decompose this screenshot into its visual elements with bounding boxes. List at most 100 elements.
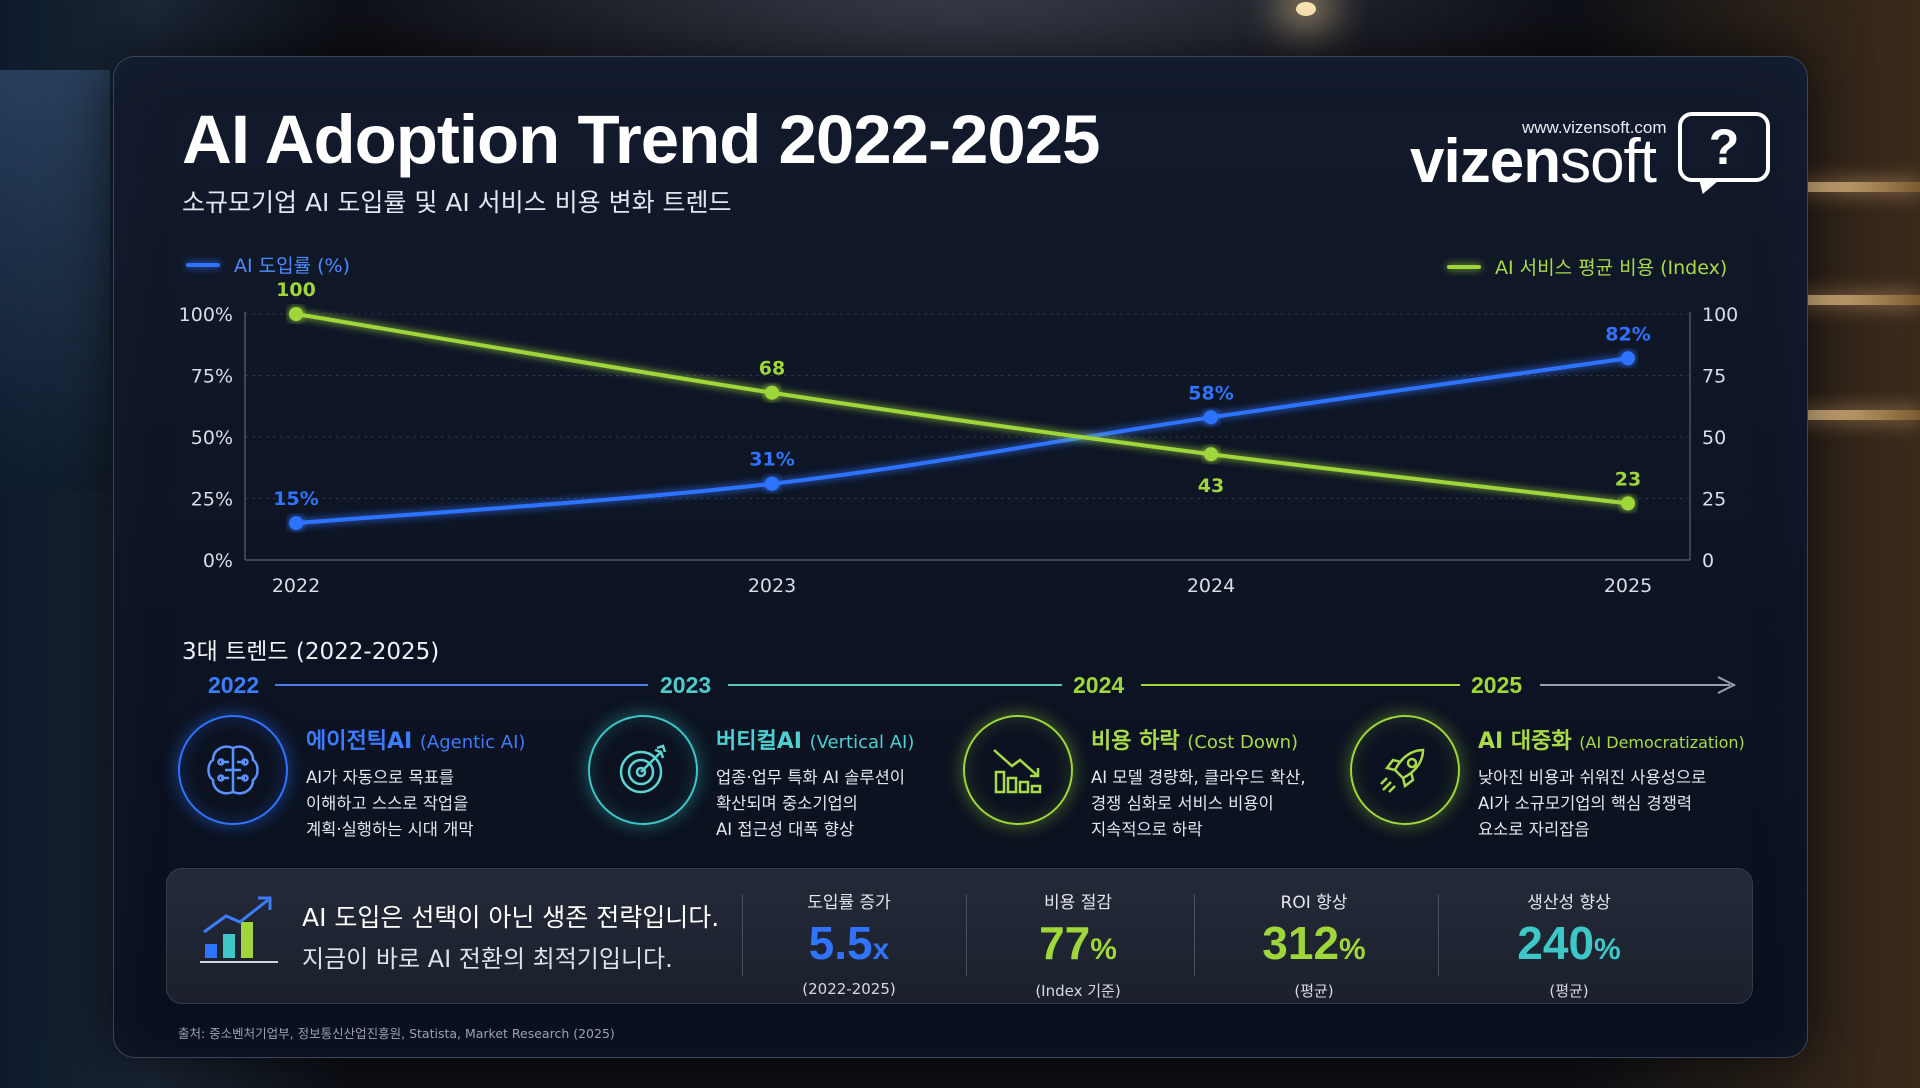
adoption-point <box>1621 351 1635 366</box>
stat-productivity-unit: % <box>1594 933 1621 966</box>
legend-adoption-label: AI 도입률 (%) <box>234 255 350 277</box>
stat-productivity: 생산성 향상 240% (평균) <box>1469 888 1669 1001</box>
stat-adoption-value: 5.5x <box>749 919 949 974</box>
timeline-year-2024: 2024 <box>1073 672 1125 698</box>
legend-adoption-swatch <box>186 262 220 267</box>
timeline-year-2022: 2022 <box>208 672 260 698</box>
stat-roi-number: 312 <box>1262 917 1340 969</box>
stat-cost-label: 비용 절감 <box>1044 893 1112 913</box>
summary-headline: AI 도입은 선택이 아닌 생존 전략입니다. <box>302 903 720 932</box>
x-tick-label: 2023 <box>748 575 796 597</box>
cost-point <box>1621 496 1635 511</box>
trend-vertical-title-ko: 버티컬AI <box>716 729 802 754</box>
stat-cost-note: (Index 기준) <box>1035 982 1121 1000</box>
left-tick-label: 75% <box>191 366 233 388</box>
stat-productivity-number: 240 <box>1517 917 1595 969</box>
trend-vertical-body: 버티컬AI (Vertical AI) 업종·업무 특화 AI 솔루션이 확산되… <box>716 723 914 843</box>
timeline-year-2023: 2023 <box>660 672 712 698</box>
trend-democratization-title-ko: AI 대중화 <box>1478 729 1572 754</box>
trend-agentic-body: 에이전틱AI (Agentic AI) AI가 자동으로 목표를 이해하고 스스… <box>306 723 525 843</box>
stat-cost-unit: % <box>1090 933 1117 966</box>
trend-agentic-desc: AI가 자동으로 목표를 이해하고 스스로 작업을 계획·실행하는 시대 개막 <box>306 768 474 839</box>
source-note: 출처: 중소벤처기업부, 정보통신산업진흥원, Statista, Market… <box>178 1026 615 1041</box>
series-adoption-line <box>295 356 1629 526</box>
trend-democratization-body: AI 대중화 (AI Democratization) 낮아진 비용과 쉬워진 … <box>1478 723 1745 843</box>
stat-roi-unit: % <box>1339 933 1366 966</box>
right-tick-label: 25 <box>1702 489 1726 511</box>
trend-democratization-desc: 낮아진 비용과 쉬워진 사용성으로 AI가 소규모기업의 핵심 경쟁력 요소로 … <box>1478 768 1707 839</box>
trend-cost-desc: AI 모델 경량화, 클라우드 확산, 경쟁 심화로 서비스 비용이 지속적으로… <box>1091 768 1306 839</box>
trend-vertical-desc: 업종·업무 특화 AI 솔루션이 확산되며 중소기업의 AI 접근성 대폭 향상 <box>716 768 905 839</box>
adoption-point <box>289 516 303 531</box>
legend-cost-label: AI 서비스 평균 비용 (Index) <box>1495 257 1728 279</box>
summary-box <box>166 868 1753 1004</box>
cost-data-label: 23 <box>1615 468 1641 490</box>
right-tick-label: 75 <box>1702 366 1726 388</box>
shelf-light-2 <box>1780 295 1920 305</box>
x-tick-label: 2025 <box>1604 575 1652 597</box>
trend-agentic-title: 에이전틱AI (Agentic AI) <box>306 723 525 755</box>
window-light-left <box>0 70 110 490</box>
trend-item-democratization: AI 대중화 (AI Democratization) 낮아진 비용과 쉬워진 … <box>1350 715 1745 843</box>
trend-agentic-title-ko: 에이전틱AI <box>306 729 413 754</box>
brand-name-bold: vizen <box>1410 127 1561 196</box>
summary-divider-3 <box>1194 894 1195 976</box>
trend-cost-title: 비용 하락 (Cost Down) <box>1091 723 1306 755</box>
stat-productivity-label: 생산성 향상 <box>1527 893 1611 913</box>
cost-data-label: 100 <box>276 279 316 301</box>
trend-item-agentic: 에이전틱AI (Agentic AI) AI가 자동으로 목표를 이해하고 스스… <box>178 715 525 843</box>
left-tick-label: 25% <box>191 489 233 511</box>
stat-productivity-note: (평균) <box>1549 982 1589 1000</box>
adoption-data-label: 15% <box>273 488 318 510</box>
trend-cost-title-en: (Cost Down) <box>1187 732 1299 753</box>
trend-cost-title-ko: 비용 하락 <box>1091 729 1180 754</box>
summary-divider-1 <box>742 894 743 976</box>
left-tick-label: 0% <box>203 550 233 572</box>
target-icon <box>588 715 698 825</box>
stat-adoption-note: (2022-2025) <box>802 980 896 998</box>
page-title: AI Adoption Trend 2022-2025 <box>182 101 1101 178</box>
brand-logo: vizensoft <box>1410 126 1657 197</box>
cost-data-label: 43 <box>1198 475 1224 497</box>
trends-section-title: 3대 트렌드 (2022-2025) <box>182 639 440 665</box>
cost-point <box>289 307 303 321</box>
shelf-light-3 <box>1780 410 1920 420</box>
cost-data-label: 68 <box>759 358 785 380</box>
brand-url[interactable]: www.vizensoft.com <box>1522 118 1667 137</box>
question-bubble-icon: ? <box>1678 112 1770 182</box>
summary-subline: 지금이 바로 AI 전환의 최적기입니다. <box>302 945 673 973</box>
trend-cost-body: 비용 하락 (Cost Down) AI 모델 경량화, 클라우드 확산, 경쟁… <box>1091 723 1306 843</box>
legend-cost: AI 서비스 평균 비용 (Index) <box>1447 253 1727 280</box>
adoption-data-label: 58% <box>1188 382 1233 404</box>
trend-democratization-title-en: (AI Democratization) <box>1579 733 1745 752</box>
x-tick-label: 2024 <box>1187 575 1235 597</box>
stat-roi: ROI 향상 312% (평균) <box>1214 888 1414 1001</box>
ceiling-lamp <box>1296 2 1316 16</box>
trend-agentic-title-en: (Agentic AI) <box>419 732 526 753</box>
trend-vertical-title-en: (Vertical AI) <box>809 732 915 753</box>
stat-adoption-growth: 도입률 증가 5.5x (2022-2025) <box>749 888 949 998</box>
trend-vertical-title: 버티컬AI (Vertical AI) <box>716 723 914 755</box>
left-tick-label: 50% <box>191 427 233 449</box>
stat-productivity-value: 240% <box>1469 919 1669 974</box>
stat-adoption-unit: x <box>872 933 890 966</box>
stat-adoption-number: 5.5 <box>808 917 873 969</box>
stat-roi-value: 312% <box>1214 919 1414 974</box>
series-cost-line <box>295 312 1629 506</box>
cost-point <box>1204 447 1218 462</box>
left-tick-label: 100% <box>179 304 233 326</box>
adoption-point <box>1204 410 1218 425</box>
stat-roi-label: ROI 향상 <box>1280 893 1348 913</box>
adoption-point <box>765 476 779 491</box>
right-tick-label: 100 <box>1702 304 1738 326</box>
summary-divider-2 <box>966 894 967 976</box>
adoption-data-label: 31% <box>749 449 794 471</box>
right-tick-label: 50 <box>1702 427 1726 449</box>
timeline-year-2025: 2025 <box>1471 672 1523 698</box>
stat-cost-number: 77 <box>1039 917 1091 969</box>
x-tick-label: 2022 <box>272 575 320 597</box>
trend-item-cost-down: 비용 하락 (Cost Down) AI 모델 경량화, 클라우드 확산, 경쟁… <box>963 715 1306 843</box>
trend-democratization-title: AI 대중화 (AI Democratization) <box>1478 723 1745 755</box>
legend-adoption: AI 도입률 (%) <box>186 251 350 278</box>
legend-cost-swatch <box>1447 264 1481 269</box>
